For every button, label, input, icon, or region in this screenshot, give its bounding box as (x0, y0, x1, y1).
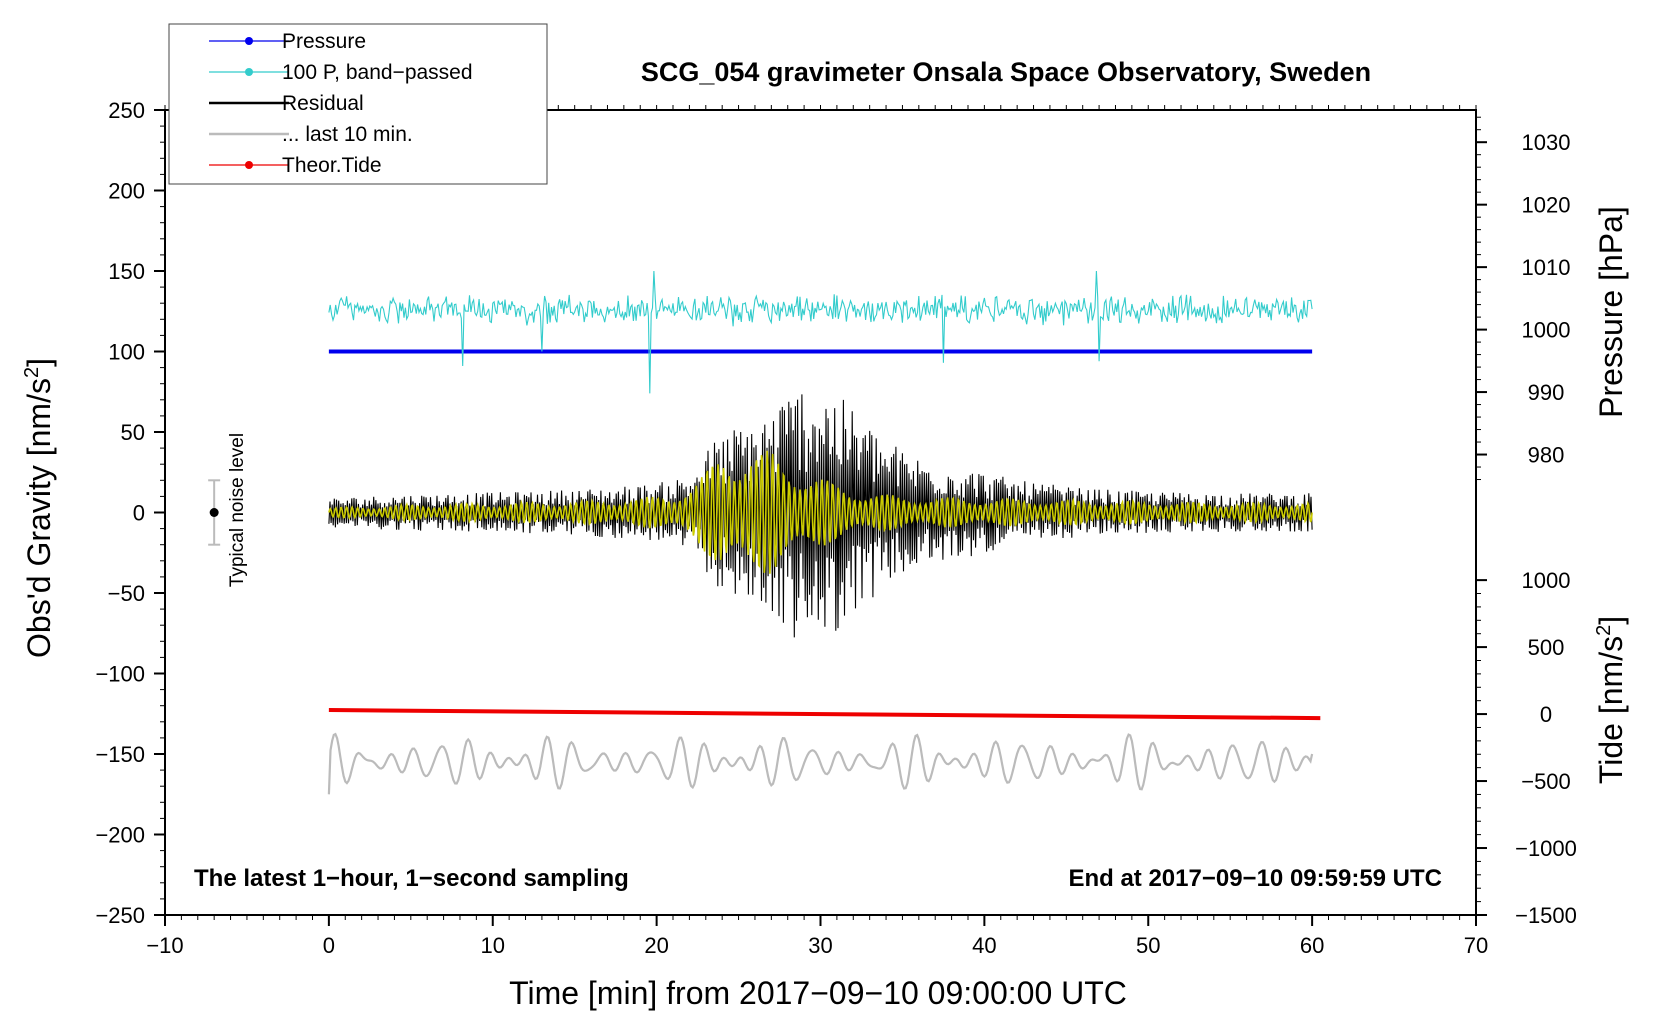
tide-tick-label: −1500 (1515, 903, 1577, 928)
chart-title: SCG_054 gravimeter Onsala Space Observat… (641, 57, 1371, 87)
tide-axis-label-end: ] (1593, 616, 1629, 625)
x-axis-label: Time [min] from 2017−09−10 09:00:00 UTC (509, 975, 1127, 1011)
y-axis-label-left-end: ] (21, 358, 57, 367)
y-tick-label: −150 (95, 742, 145, 767)
pressure-tick-label: 1020 (1522, 193, 1571, 218)
tide-tick-label: −500 (1521, 769, 1571, 794)
last-10-min-series (327, 732, 1314, 795)
x-tick-label: 50 (1136, 933, 1160, 958)
y-axis-label-left: Obs'd Gravity [nm/s2] (21, 358, 57, 658)
x-tick-label: 0 (323, 933, 335, 958)
residual-series (328, 394, 1313, 638)
series-layer (208, 270, 1321, 795)
x-tick-label: 60 (1300, 933, 1324, 958)
theoretical-tide-series (328, 708, 1321, 721)
legend-label: Residual (282, 92, 364, 115)
tide-axis-label-sup: 2 (1593, 625, 1615, 636)
y-tick-label: 0 (133, 501, 145, 526)
y-tick-label: 150 (108, 259, 145, 284)
pressure-tick-label: 990 (1528, 380, 1565, 405)
tide-tick-label: 0 (1540, 702, 1552, 727)
legend-label: Theor.Tide (282, 154, 382, 177)
pressure-tick-label: 1010 (1522, 255, 1571, 280)
x-tick-label: 70 (1464, 933, 1488, 958)
tide-tick-label: 1000 (1522, 568, 1571, 593)
pressure-tick-label: 1030 (1522, 130, 1571, 155)
legend-marker (245, 161, 253, 169)
x-tick-label: −10 (146, 933, 183, 958)
axes-layer: −10 0 10 20 30 40 50 60 70250200150100500−50−100… (95, 98, 1576, 958)
y-tick-label: 50 (121, 420, 145, 445)
legend: Pressure 100 P, band−passed Residual ... la… (168, 23, 548, 185)
pressure-tick-label: 980 (1528, 443, 1565, 468)
legend-marker (245, 68, 253, 76)
y-tick-label: 200 (108, 179, 145, 204)
tide-axis-label-text: Tide [nm/s (1593, 636, 1629, 784)
y-tick-label: −50 (108, 581, 145, 606)
x-tick-label: 30 (808, 933, 832, 958)
x-tick-label: 40 (972, 933, 996, 958)
tide-tick-label: 500 (1528, 635, 1565, 660)
x-tick-label: 20 (644, 933, 668, 958)
pressure-tick-label: 1000 (1522, 318, 1571, 343)
y-axis-label-left-sup: 2 (21, 367, 43, 378)
y-tick-label: −200 (95, 823, 145, 848)
legend-label: ... last 10 min. (282, 123, 413, 146)
y-tick-label: −250 (95, 903, 145, 928)
tide-tick-label: −1000 (1515, 836, 1577, 861)
legend-label: Pressure (282, 30, 366, 53)
bandpassed-pressure-series (328, 270, 1313, 394)
legend-label: 100 P, band−passed (282, 61, 473, 84)
pressure-axis-label: Pressure [hPa] (1593, 206, 1629, 418)
y-tick-label: 250 (108, 98, 145, 123)
sampling-note: The latest 1−hour, 1−second sampling (194, 865, 629, 892)
y-tick-label: −100 (95, 662, 145, 687)
noise-level-label: Typical noise level (227, 433, 248, 587)
end-time-note: End at 2017−09−10 09:59:59 UTC (1068, 865, 1442, 892)
tide-axis-label: Tide [nm/s2] (1593, 616, 1629, 784)
y-axis-label-left-text: Obs'd Gravity [nm/s (21, 378, 57, 658)
legend-marker (245, 37, 253, 45)
residual-filtered-series (328, 450, 1313, 574)
noise-bar-dot (209, 508, 219, 517)
x-tick-label: 10 (481, 933, 505, 958)
y-tick-label: 100 (108, 340, 145, 365)
